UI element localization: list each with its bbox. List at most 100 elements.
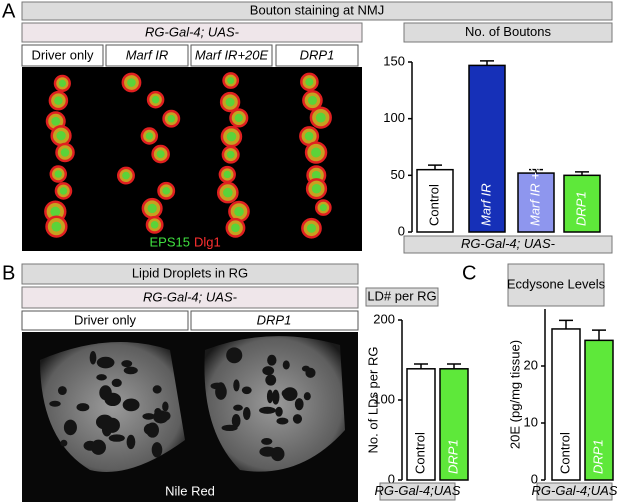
droplet: [281, 389, 289, 398]
y-tick-label: 100: [383, 110, 405, 125]
bouton-core: [311, 170, 321, 180]
category-label: Control: [426, 184, 441, 226]
bouton-core: [122, 171, 130, 180]
droplet: [221, 424, 238, 431]
chart-title-box: [507, 263, 605, 307]
chart-title-box: [365, 287, 439, 307]
column-label: DRP1: [300, 47, 335, 62]
droplet: [262, 366, 275, 376]
droplet: [95, 414, 114, 430]
droplet: [292, 414, 303, 424]
bouton-core: [54, 170, 62, 178]
y-tick-label: 200: [373, 311, 395, 326]
column-box: [275, 44, 359, 67]
droplet: [90, 439, 106, 455]
bouton-core: [305, 77, 314, 86]
droplet: [57, 386, 67, 396]
y-tick-label: 0: [531, 471, 538, 486]
droplet: [104, 392, 122, 407]
error-bar: [575, 171, 589, 176]
panel-label: C: [462, 262, 476, 284]
bouton-core: [56, 131, 66, 141]
bouton-core: [306, 223, 317, 233]
y-tick-label: 50: [391, 167, 405, 182]
genotype: RG-Gal-4; UAS-: [145, 24, 240, 39]
bouton-core: [127, 78, 136, 87]
droplet: [63, 419, 77, 436]
x-axis-label: RG-Gal-4;UAS: [532, 483, 617, 498]
droplet: [111, 378, 122, 388]
tissue: [40, 342, 185, 472]
header-box: [21, 1, 613, 21]
genotype-box: [21, 22, 363, 43]
panel-title: Lipid Droplets in RG: [132, 265, 248, 280]
chart-title: LD# per RG: [367, 288, 436, 303]
column-box: [190, 310, 359, 331]
column-box: [190, 44, 273, 67]
droplet: [266, 389, 274, 404]
bouton-core: [60, 148, 70, 157]
droplet: [282, 360, 290, 370]
bouton-core: [223, 187, 233, 198]
column-box: [21, 44, 104, 67]
category-label: Marf IR: [478, 183, 493, 226]
bouton-core: [167, 114, 176, 123]
bouton-core: [50, 206, 61, 217]
bouton-core: [162, 186, 171, 195]
column-label: DRP1: [257, 312, 292, 327]
droplet: [121, 360, 133, 368]
bouton-core: [145, 132, 154, 140]
header-box: [21, 263, 359, 285]
bouton-core: [223, 170, 231, 179]
droplet: [142, 413, 155, 420]
bar: [439, 368, 469, 481]
droplet: [303, 392, 311, 401]
bouton-core: [311, 184, 322, 194]
droplet: [305, 367, 316, 378]
y-tick-label: 0: [388, 471, 395, 486]
bouton-core: [226, 150, 235, 159]
droplet: [272, 389, 280, 405]
column-label: Driver only: [31, 47, 94, 62]
droplet: [276, 417, 289, 425]
droplet: [261, 437, 273, 445]
droplet: [96, 374, 107, 381]
droplet: [76, 403, 90, 412]
droplet: [123, 366, 138, 375]
genotype: RG-Gal-4; UAS-: [143, 289, 238, 304]
panel-label: A: [2, 0, 16, 22]
bouton-core: [315, 112, 326, 123]
bouton-core: [51, 116, 61, 126]
droplet: [210, 382, 224, 390]
droplet: [267, 354, 277, 366]
column-label: Marf IR+20E: [195, 47, 269, 62]
error-bar: [414, 363, 428, 369]
panel-title: Bouton staining at NMJ: [250, 2, 384, 17]
error-bar: [428, 164, 442, 170]
chart-title: No. of Boutons: [465, 24, 551, 39]
y-tick-label: 150: [383, 53, 405, 68]
droplet: [231, 414, 241, 428]
stain-label: Nile Red: [165, 483, 215, 498]
bar: [468, 64, 506, 233]
bouton-core: [234, 113, 243, 123]
droplet: [146, 422, 159, 438]
bouton-core: [58, 79, 67, 88]
chart-title-box: [403, 22, 613, 43]
bouton-core: [307, 95, 317, 105]
bouton-core: [234, 206, 244, 217]
y-tick-label: 10: [524, 414, 538, 429]
error-bar: [592, 329, 606, 341]
x-label-box: [536, 482, 613, 501]
droplet: [233, 404, 243, 411]
droplet: [242, 406, 251, 421]
category-label: Marf IR +20E: [527, 149, 542, 226]
x-axis-label: RG-Gal-4;UAS: [375, 483, 461, 498]
droplet: [241, 386, 252, 395]
y-tick-label: 0: [398, 223, 405, 238]
x-axis-label: RG-Gal-4; UAS-: [461, 236, 556, 251]
droplet: [151, 442, 163, 458]
y-axis-label: 20E (pg/mg tissue): [507, 340, 522, 449]
bouton-core: [227, 76, 235, 85]
